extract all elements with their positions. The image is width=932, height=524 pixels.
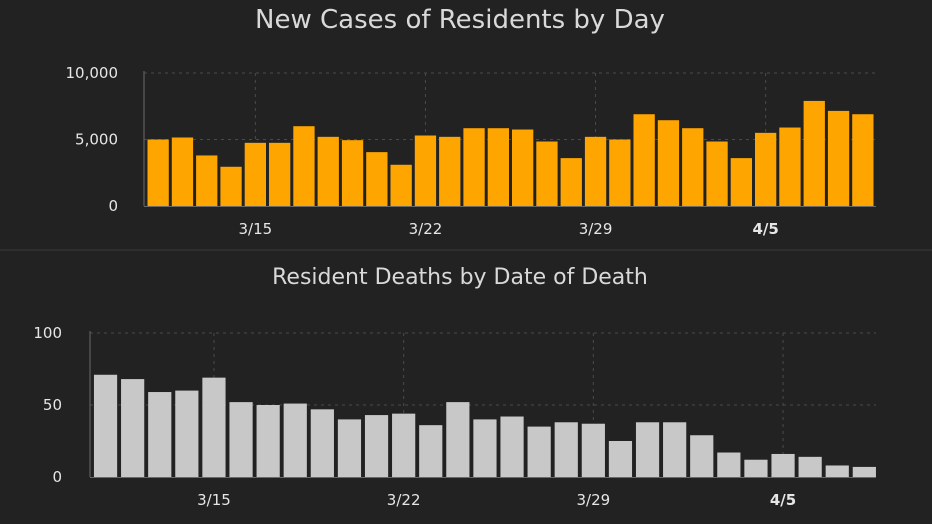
cases-bar (414, 135, 437, 206)
deaths-bar (202, 377, 226, 477)
deaths-bar (717, 452, 741, 477)
cases-bar (755, 132, 777, 206)
deaths-bar (608, 441, 633, 477)
cases-bar (293, 126, 315, 206)
deaths-bar (554, 422, 578, 477)
cases-y-tick-label: 0 (108, 197, 118, 215)
deaths-bar (229, 402, 253, 477)
cases-bar (463, 128, 485, 206)
deaths-chart-title: Resident Deaths by Date of Death (272, 265, 648, 290)
deaths-y-tick-label: 0 (52, 468, 62, 486)
cases-bar (657, 120, 680, 206)
deaths-bar (283, 403, 307, 477)
cases-bar (706, 141, 728, 206)
cases-bar (196, 155, 218, 206)
deaths-bar (581, 423, 605, 477)
cases-bar (584, 136, 607, 206)
deaths-bar (364, 415, 389, 477)
cases-bar (390, 164, 412, 206)
cases-bar (317, 136, 339, 206)
cases-bar (512, 129, 534, 206)
cases-bar (244, 142, 266, 206)
deaths-y-ticks: 0 50 100 (33, 324, 62, 486)
cases-panel: New Cases of Residents by Day 0 5,000 10,0… (66, 5, 876, 238)
deaths-bar (473, 419, 497, 477)
cases-bar (220, 166, 242, 206)
cases-bar (366, 152, 388, 206)
cases-x-tick-label: 3/29 (579, 220, 613, 238)
deaths-y-tick-label: 50 (43, 396, 62, 414)
cases-y-ticks: 0 5,000 10,000 (66, 64, 119, 215)
cases-bar (171, 137, 194, 206)
deaths-bar (690, 435, 714, 477)
cases-bar (730, 158, 752, 206)
deaths-bar (419, 425, 443, 477)
deaths-x-tick-label: 3/15 (197, 491, 231, 509)
deaths-x-ticks: 3/15 3/22 3/29 4/5 (197, 491, 796, 509)
deaths-panel: Resident Deaths by Date of Death 050100 … (33, 265, 876, 509)
cases-gridlines (143, 71, 876, 207)
cases-bar (779, 127, 801, 206)
deaths-x-tick-label: 3/29 (577, 491, 611, 509)
deaths-bar (527, 426, 551, 477)
deaths-x-tick-label: 3/22 (387, 491, 421, 509)
deaths-bar (93, 374, 118, 477)
cases-bar (827, 110, 850, 206)
deaths-bar (337, 419, 362, 477)
cases-bar (682, 128, 704, 206)
cases-bar (803, 100, 825, 206)
cases-bar (147, 139, 169, 206)
cases-x-ticks: 3/15 3/22 3/29 4/5 (239, 220, 779, 238)
deaths-bar (852, 466, 876, 477)
cases-y-tick-label: 10,000 (66, 64, 119, 82)
deaths-bar (310, 409, 334, 477)
cases-x-tick-label: 4/5 (752, 220, 778, 238)
deaths-bar (175, 390, 199, 477)
cases-bar (487, 128, 509, 206)
cases-bar (341, 140, 364, 206)
cases-bar (269, 142, 291, 206)
deaths-bar (635, 422, 660, 477)
cases-bar (536, 141, 558, 206)
cases-x-tick-label: 3/22 (409, 220, 443, 238)
cases-x-tick-label: 3/15 (239, 220, 273, 238)
deaths-bar (744, 459, 768, 477)
cases-bar (609, 139, 631, 206)
cases-chart-title: New Cases of Residents by Day (255, 5, 665, 35)
deaths-bar (500, 416, 524, 477)
cases-bar (633, 114, 655, 206)
deaths-bar (798, 456, 822, 477)
deaths-bar (446, 402, 470, 477)
cases-bars (147, 100, 874, 206)
deaths-bar (771, 453, 795, 477)
deaths-bars (93, 374, 876, 477)
deaths-bar (148, 392, 172, 477)
deaths-y-tick-label: 100 (33, 324, 62, 342)
cases-bar (439, 136, 461, 206)
deaths-bar (825, 465, 849, 477)
cases-y-tick-label: 5,000 (75, 131, 118, 149)
deaths-bar (663, 422, 687, 477)
cases-bar (852, 114, 874, 206)
deaths-bar (392, 413, 416, 477)
deaths-bar (121, 379, 145, 477)
deaths-bar (256, 405, 280, 477)
cases-bar (560, 158, 582, 206)
deaths-x-tick-label: 4/5 (770, 491, 796, 509)
